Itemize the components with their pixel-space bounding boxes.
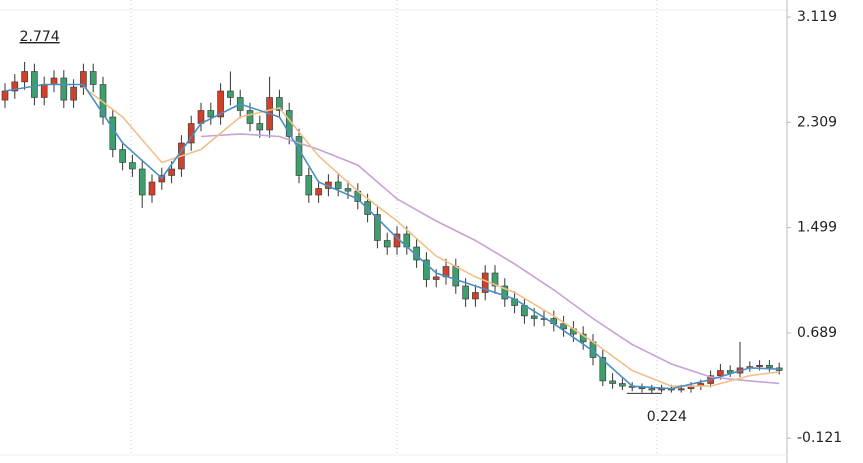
candle-body bbox=[501, 285, 509, 300]
candle-body bbox=[462, 285, 469, 300]
y-tick-label: 0.689 bbox=[797, 325, 837, 341]
candle-body bbox=[334, 181, 342, 189]
candle-body bbox=[89, 71, 97, 85]
candle-body bbox=[599, 357, 607, 382]
candle-body bbox=[491, 272, 499, 287]
candle-body bbox=[21, 71, 28, 83]
min-label: 0.224 bbox=[647, 409, 687, 425]
candle-body bbox=[168, 168, 175, 176]
candle-body bbox=[227, 90, 234, 98]
candle-body bbox=[129, 162, 136, 170]
candle-body bbox=[119, 149, 126, 163]
candle-body bbox=[50, 77, 58, 85]
candle-body bbox=[383, 240, 391, 248]
candle-body bbox=[60, 77, 68, 101]
candle-body bbox=[619, 383, 626, 387]
candle-body bbox=[276, 97, 283, 111]
candle-body bbox=[677, 388, 685, 391]
candle-body bbox=[423, 259, 430, 280]
candle-body bbox=[609, 380, 616, 384]
candle-body bbox=[246, 110, 254, 124]
candle-body bbox=[560, 323, 567, 330]
candle-body bbox=[256, 123, 264, 131]
candle-body bbox=[40, 84, 48, 98]
candle-body bbox=[766, 364, 773, 369]
candle-body bbox=[717, 370, 724, 376]
y-tick-label: 1.499 bbox=[797, 220, 837, 236]
candle-body bbox=[207, 110, 215, 118]
candle-body bbox=[305, 175, 313, 196]
candle-body bbox=[11, 81, 19, 92]
moving-average bbox=[4, 83, 780, 390]
candle-body bbox=[148, 181, 156, 196]
candle-body bbox=[217, 90, 224, 118]
candle-body bbox=[138, 168, 146, 196]
candle-body bbox=[109, 116, 117, 150]
y-tick-label: 3.119 bbox=[797, 9, 837, 25]
candle-body bbox=[756, 364, 763, 367]
candle-body bbox=[374, 214, 381, 241]
moving-average bbox=[82, 86, 780, 387]
candle-body bbox=[344, 188, 352, 192]
candle-body bbox=[70, 86, 77, 101]
candle-body bbox=[197, 110, 205, 124]
candle-body bbox=[472, 292, 479, 300]
moving-average bbox=[200, 133, 780, 385]
candle-body bbox=[1, 90, 9, 101]
candle-body bbox=[31, 71, 38, 98]
candle-body bbox=[530, 315, 538, 319]
candle-body bbox=[648, 388, 656, 391]
y-tick-label: -0.121 bbox=[797, 430, 842, 446]
y-tick-label: 2.309 bbox=[797, 114, 837, 130]
candle-body bbox=[452, 266, 460, 287]
candle-body bbox=[432, 276, 440, 280]
max-label: 2.774 bbox=[20, 29, 60, 45]
vertical-grid bbox=[130, 0, 658, 455]
candle-body bbox=[315, 188, 322, 196]
